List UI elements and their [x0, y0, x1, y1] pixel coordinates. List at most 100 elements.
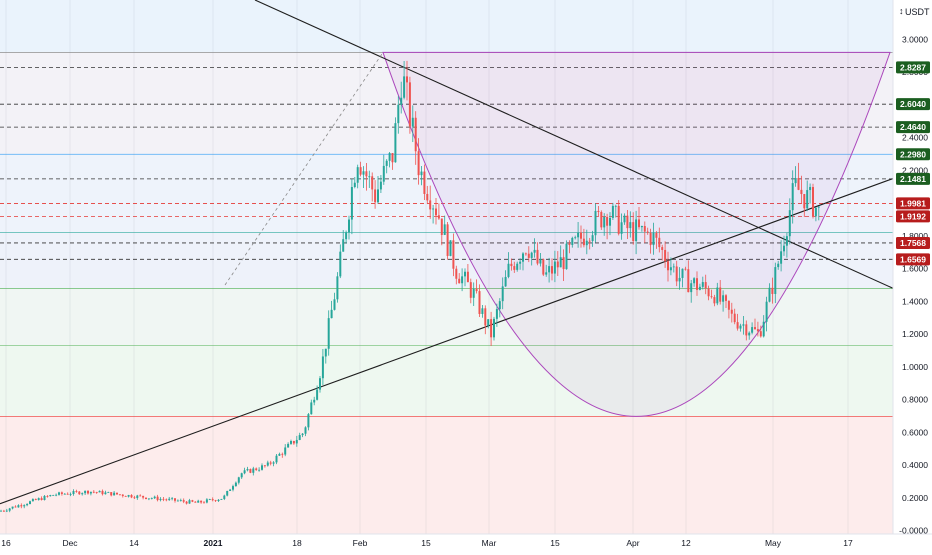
candle-body: [556, 261, 559, 268]
candle-body: [81, 493, 84, 495]
candle-body: [2, 510, 5, 512]
candle-body: [229, 489, 232, 491]
candle-body: [275, 455, 278, 463]
candle-body: [342, 239, 345, 252]
candle-body: [20, 505, 23, 507]
candle-body: [435, 208, 437, 216]
candle-body: [727, 300, 730, 310]
candle-body: [382, 165, 385, 182]
candle-body: [440, 218, 443, 235]
candle-body: [559, 257, 562, 268]
candle-body: [594, 210, 597, 236]
candle-body: [539, 259, 542, 264]
candle-body: [710, 296, 713, 298]
price-label: 1.9192: [900, 211, 926, 221]
candle-body: [545, 272, 548, 275]
candle-body: [304, 427, 307, 434]
candle-body: [635, 219, 638, 242]
candle-body: [600, 212, 603, 228]
candle-body: [374, 189, 377, 203]
x-axis-panel[interactable]: 16 Dec 14 2021 18 Feb 15 Mar 15 Apr 12 May 17: [0, 533, 932, 550]
y-tick-label: 0.8000: [902, 395, 928, 405]
candle-body: [362, 171, 365, 175]
candle-body: [298, 435, 301, 440]
y-tick-label: 1.2000: [902, 329, 928, 339]
candle-body: [371, 176, 374, 190]
candle-body: [249, 469, 252, 473]
candle-body: [719, 287, 722, 302]
candle-body: [687, 269, 690, 293]
candle-body: [646, 231, 649, 233]
candle-body: [568, 243, 571, 245]
candle-body: [614, 205, 617, 207]
candle-body: [310, 402, 313, 415]
candle-body: [437, 215, 440, 219]
candle-body: [588, 240, 591, 242]
candle-body: [681, 268, 684, 278]
x-tick-label: 15: [550, 538, 560, 548]
candle-body: [490, 319, 493, 338]
candle-body: [162, 498, 165, 500]
candle-body: [551, 266, 553, 274]
candle-body: [281, 453, 284, 455]
candle-body: [417, 151, 420, 176]
candle-body: [92, 491, 95, 493]
candle-body: [672, 266, 675, 268]
candle-body: [655, 232, 658, 238]
y-axis-panel[interactable]: USDT ↕ 3.00002.80002.60002.40002.20002.0…: [892, 0, 932, 536]
candle-body: [72, 491, 75, 495]
candle-body: [150, 498, 153, 499]
candle-body: [693, 278, 696, 284]
candle-body: [356, 167, 359, 183]
x-tick-label: 2021: [204, 538, 223, 548]
price-label-box: [896, 61, 930, 74]
candle-body: [469, 282, 472, 298]
candle-body: [742, 324, 745, 326]
candle-body: [495, 309, 498, 319]
candle-body: [466, 271, 469, 283]
candle-body: [37, 498, 40, 500]
fib-band: [0, 232, 893, 289]
candle-body: [406, 76, 408, 83]
candle-body: [345, 232, 348, 240]
price-label: 2.8287: [900, 62, 926, 72]
candle-body: [174, 498, 176, 501]
candle-body: [5, 510, 8, 512]
price-labels: 2.8287 2.6040 2.4640 2.2980 2.1481 1.9981 1.91…: [896, 61, 930, 266]
candle-body: [609, 217, 611, 226]
y-tick-label: 1.6000: [902, 264, 928, 274]
y-tick-label: 1.0000: [902, 362, 928, 372]
candle-body: [197, 500, 200, 503]
candle-body: [806, 190, 809, 209]
candle-body: [188, 500, 191, 504]
candle-body: [487, 319, 490, 326]
candle-body: [785, 236, 788, 246]
candle-body: [553, 261, 556, 274]
candle-body: [603, 217, 606, 228]
price-label: 2.6040: [900, 99, 926, 109]
price-label-box: [896, 172, 930, 185]
fib-band: [0, 345, 893, 417]
currency-marker-icon: ↕: [899, 6, 904, 16]
price-label-box: [896, 197, 930, 210]
candle-body: [171, 498, 174, 500]
ascending-trendline[interactable]: [0, 178, 894, 505]
candle-body: [330, 309, 333, 319]
candle-body: [272, 462, 275, 464]
candle-body: [243, 470, 246, 474]
candle-body: [365, 171, 368, 177]
candle-body: [817, 206, 820, 208]
candle-body: [780, 251, 783, 264]
candle-body: [226, 490, 229, 496]
candle-body: [626, 215, 629, 229]
candle-body: [191, 500, 194, 502]
x-tick-label: 12: [681, 538, 691, 548]
candle-body: [516, 263, 519, 270]
candle-body: [730, 309, 733, 314]
candle-body: [255, 468, 258, 471]
x-tick-label: Feb: [353, 538, 368, 548]
candle-body: [278, 453, 281, 456]
candle-body: [800, 189, 803, 195]
